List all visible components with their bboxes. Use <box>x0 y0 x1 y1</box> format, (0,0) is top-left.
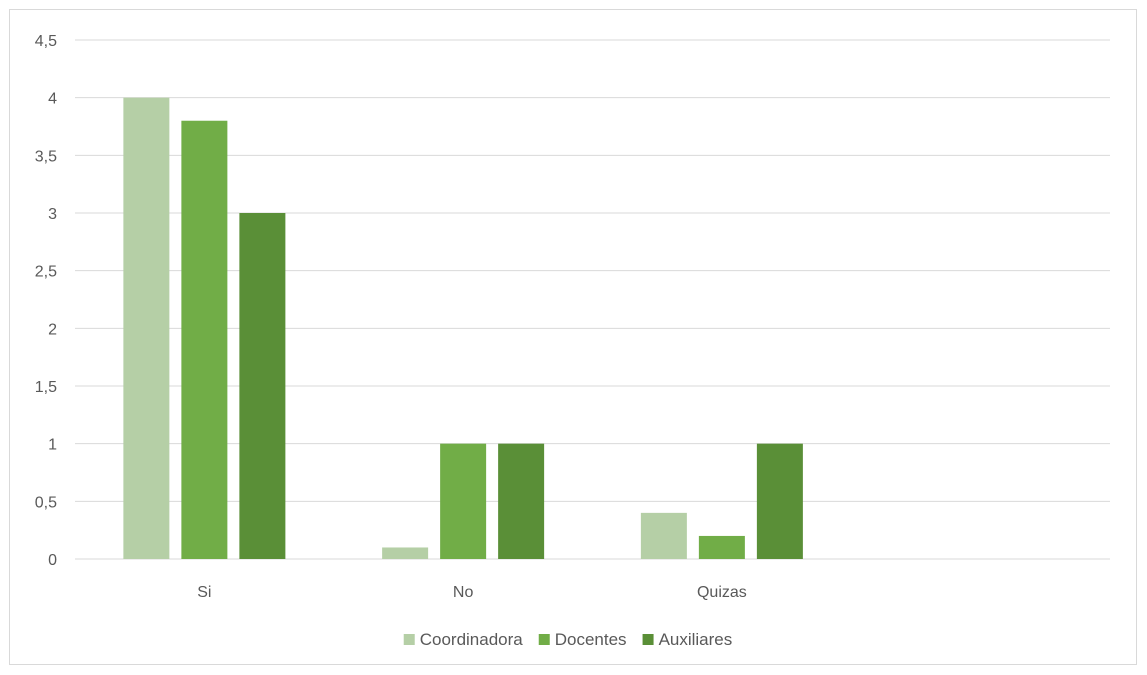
legend-swatch-auxiliares <box>642 634 654 645</box>
y-tick-label: 2 <box>48 321 57 338</box>
y-tick-label: 2,5 <box>35 264 57 281</box>
y-tick-label: 3,5 <box>35 148 57 165</box>
bar-docentes <box>698 535 745 559</box>
legend-swatch-docentes <box>538 634 550 645</box>
x-tick-label: Quizas <box>697 584 747 601</box>
y-tick-label: 4,5 <box>35 33 57 50</box>
y-tick-label: 4 <box>48 91 57 108</box>
bar-auxiliares <box>498 443 545 559</box>
bar-coordinadora <box>123 97 170 560</box>
x-tick-label: No <box>453 584 474 601</box>
x-tick-label: Si <box>197 584 211 601</box>
y-tick-label: 0 <box>48 552 57 569</box>
bar-docentes <box>181 120 228 559</box>
legend-label-auxiliares: Auxiliares <box>659 630 733 649</box>
legend-swatch-coordinadora <box>403 634 415 645</box>
legend-label-docentes: Docentes <box>555 630 627 649</box>
y-tick-label: 1 <box>48 437 57 454</box>
y-axis-tick-labels: 0 0,5 1 1,5 2 2,5 3 3,5 4 4,5 <box>35 33 57 569</box>
legend-label-coordinadora: Coordinadora <box>420 630 524 649</box>
bars <box>123 97 803 560</box>
y-tick-label: 0,5 <box>35 494 57 511</box>
legend: Coordinadora Docentes Auxiliares <box>403 630 733 649</box>
bar-auxiliares <box>756 443 803 559</box>
bar-coordinadora <box>640 512 687 559</box>
bar-auxiliares <box>239 213 286 559</box>
bar-docentes <box>440 443 487 559</box>
y-tick-label: 3 <box>48 206 57 223</box>
x-axis-tick-labels: Si No Quizas <box>197 584 747 601</box>
y-tick-label: 1,5 <box>35 379 57 396</box>
bar-coordinadora <box>382 547 429 559</box>
gridlines <box>75 39 1110 560</box>
